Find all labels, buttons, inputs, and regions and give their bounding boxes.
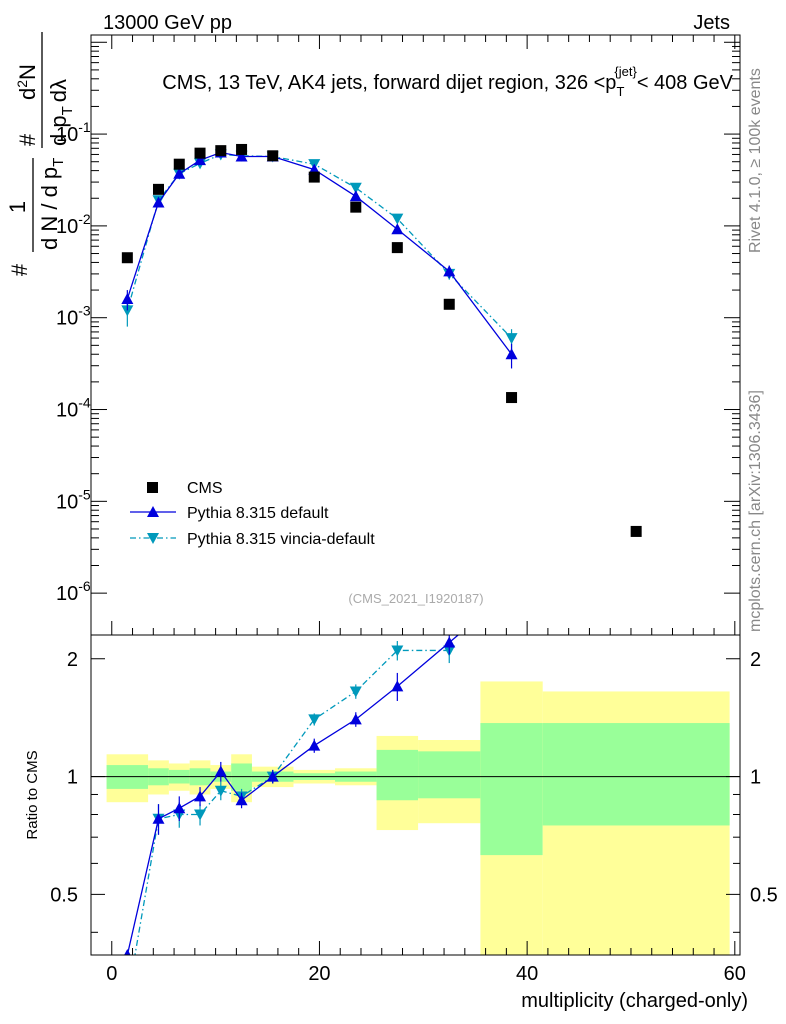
y-tick-label: 10-4 [56, 395, 91, 422]
ylabel-hash-b: # [15, 133, 40, 146]
ratio-plot: 0.5 0.51 12 20 20 40 60 [50, 584, 778, 1005]
header-left: 13000 GeV pp [103, 12, 232, 34]
default-ratio-point [266, 770, 279, 782]
side-label-upper: Rivet 4.1.0, ≥ 100k events [747, 68, 764, 253]
legend-label-default: Pythia 8.315 default [187, 505, 329, 522]
ratio-band-inner [376, 749, 419, 801]
cms-point [267, 150, 279, 162]
legend-marker-vincia [147, 533, 159, 544]
main-ticks: 10-6 10-5 10-4 10-3 10-2 10-1 [56, 35, 740, 635]
cms-point [391, 242, 403, 254]
default-ratio-point [194, 790, 207, 802]
x-tick-label: 40 [516, 963, 538, 985]
vincia-point [349, 182, 362, 194]
default-line [126, 151, 513, 355]
cms-point [308, 171, 320, 183]
y-axis-title: # 1 d N / d pT # d2N d pTdλ [5, 32, 76, 276]
ratio-band-inner [418, 751, 481, 799]
x-tick-label: 60 [724, 963, 746, 985]
vincia-ratio-point [194, 809, 207, 821]
default-ratio-point [173, 802, 186, 814]
default-ratio-point [506, 584, 518, 595]
y-tick-label: 10-3 [56, 303, 91, 330]
default-point [349, 190, 362, 202]
vincia-point [505, 333, 518, 345]
cms-point [350, 201, 362, 213]
ratio-frame [90, 634, 741, 956]
ratio-y-label: Ratio to CMS [24, 750, 41, 839]
cms-point [215, 145, 227, 157]
default-point [235, 150, 248, 162]
legend-marker-cms [147, 482, 158, 493]
legend: CMS Pythia 8.315 default Pythia 8.315 vi… [130, 480, 375, 548]
vincia-ratio-point [391, 645, 404, 657]
ylabel-deriv-den: d pTdλ [46, 79, 76, 146]
default-ratio-point [152, 812, 165, 824]
default-ratio-point [443, 636, 456, 648]
cms-point [506, 392, 518, 404]
main-plot: 10-6 10-5 10-4 10-3 10-2 10-1 [56, 34, 741, 636]
vincia-ratio-line [134, 649, 450, 955]
default-point [152, 196, 165, 208]
default-point [121, 292, 134, 304]
legend-label-vincia: Pythia 8.315 vincia-default [187, 531, 375, 548]
default-point [391, 223, 404, 235]
vincia-ratio-point [214, 785, 227, 797]
ratio-band-inner [480, 723, 543, 856]
ratio-y-tick-label: 2 [67, 649, 78, 671]
analysis-tag: (CMS_2021_I1920187) [348, 591, 483, 606]
vincia-point [121, 305, 134, 317]
main-series [121, 143, 642, 537]
ylabel-lead-den: d N / d pT [37, 158, 67, 250]
plot-title: CMS, 13 TeV, AK4 jets, forward dijet reg… [162, 64, 733, 99]
cms-point [236, 143, 248, 155]
vincia-point [391, 213, 404, 225]
legend-label-cms: CMS [187, 480, 223, 497]
cms-point [630, 525, 642, 537]
default-ratio-point [124, 949, 131, 955]
x-tick-label: 20 [308, 963, 330, 985]
ratio-y-tick-label: 1 [67, 767, 78, 789]
default-point [194, 154, 207, 166]
cms-point [152, 183, 164, 195]
ratio-y-tick-label-right: 2 [750, 649, 761, 671]
ratio-ticks: 0.5 0.51 12 20 20 40 60 [50, 649, 778, 985]
ratio-y-tick-label-right: 1 [750, 767, 761, 789]
ratio-band-inner [542, 723, 730, 826]
legend-marker-default [147, 506, 159, 517]
x-axis-label: multiplicity (charged-only) [521, 990, 748, 1012]
y-tick-label: 10-1 [56, 119, 91, 146]
cms-point [121, 252, 133, 264]
ratio-series [121, 584, 518, 1005]
vincia-ratio-point [349, 686, 362, 698]
default-point [505, 348, 518, 360]
default-ratio-point [214, 765, 227, 777]
ylabel-deriv-num: d2N [14, 64, 40, 100]
vincia-ratio-point [121, 994, 133, 1005]
default-ratio-point [235, 794, 248, 806]
default-point [173, 167, 186, 179]
vincia-ratio-point [308, 714, 321, 726]
ylabel-hash-a: # [7, 263, 32, 276]
y-tick-label: 10-5 [56, 486, 91, 513]
cms-point [173, 158, 185, 170]
ylabel-lead: 1 [5, 201, 30, 213]
y-tick-label: 10-2 [56, 211, 91, 238]
ratio-bands [91, 681, 740, 955]
cms-point [194, 147, 206, 159]
cms-point [443, 298, 455, 310]
side-label-lower: mcplots.cern.ch [arXiv:1306.3436] [747, 390, 764, 632]
default-ratio-point [349, 713, 362, 725]
x-tick-label: 0 [106, 963, 117, 985]
default-point [443, 265, 456, 277]
default-ratio-point [308, 739, 321, 751]
ratio-band-inner [231, 763, 252, 791]
header-right: Jets [693, 12, 730, 34]
default-ratio-point [391, 680, 404, 692]
y-tick-label: 10-6 [56, 578, 91, 605]
ratio-y-tick-label: 0.5 [50, 884, 78, 906]
ratio-y-tick-label-right: 0.5 [750, 884, 778, 906]
